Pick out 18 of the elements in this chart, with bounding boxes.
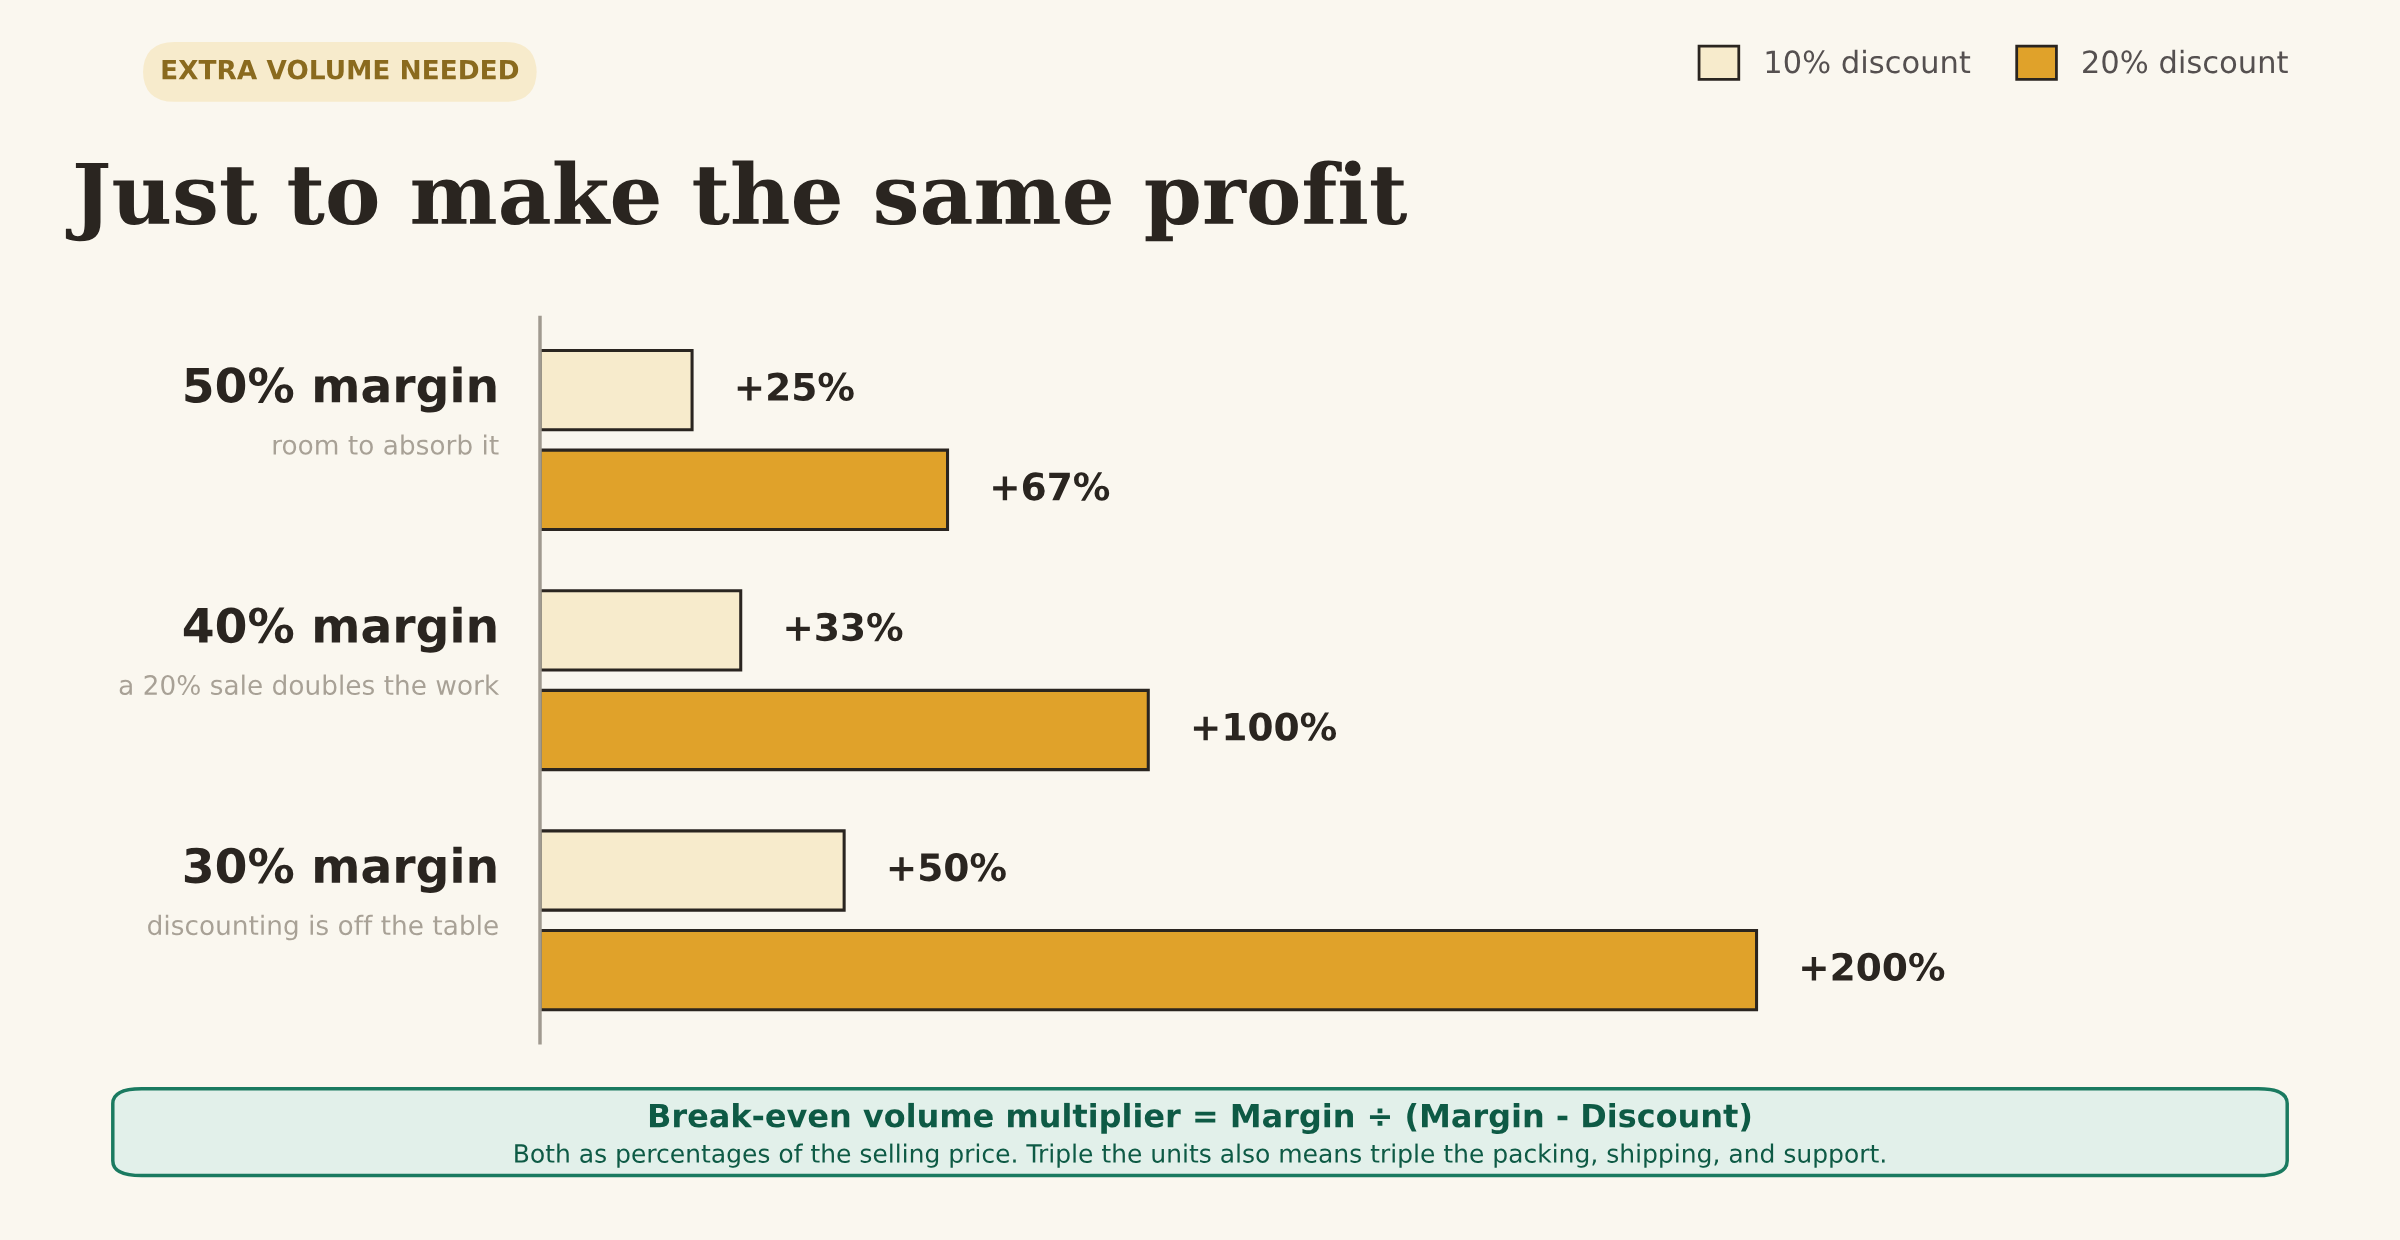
text: Both as percentages of the selling price. Triple the units also means triple the packing, shipping, and support. <box>515 1143 1885 1168</box>
chart-title: Just to make the same profit <box>65 160 1408 242</box>
data-label: +100% <box>1193 712 1337 741</box>
data-label: +33% <box>786 612 903 642</box>
data-label: +67% <box>993 472 1110 501</box>
data-label: +50% <box>889 853 1006 882</box>
y-tick-label: 30% margin <box>184 846 496 893</box>
text: a 20% sale doubles the work <box>119 674 500 695</box>
text: room to absorb it <box>273 434 499 455</box>
text: Break-even volume multiplier = Margin ÷ (Margin - Discount) <box>649 1102 1751 1135</box>
y-tick-label: 50% margin <box>185 366 496 413</box>
legend-label: 10% discount <box>1766 49 1971 74</box>
chart-subtitle: EXTRA VOLUME NEEDED <box>162 59 519 80</box>
data-label: +25% <box>737 372 854 401</box>
legend-label: 20% discount <box>2083 49 2288 74</box>
y-tick-label: 40% margin <box>183 606 496 653</box>
text: discounting is off the table <box>148 914 498 941</box>
data-label: +200% <box>1802 952 1945 982</box>
